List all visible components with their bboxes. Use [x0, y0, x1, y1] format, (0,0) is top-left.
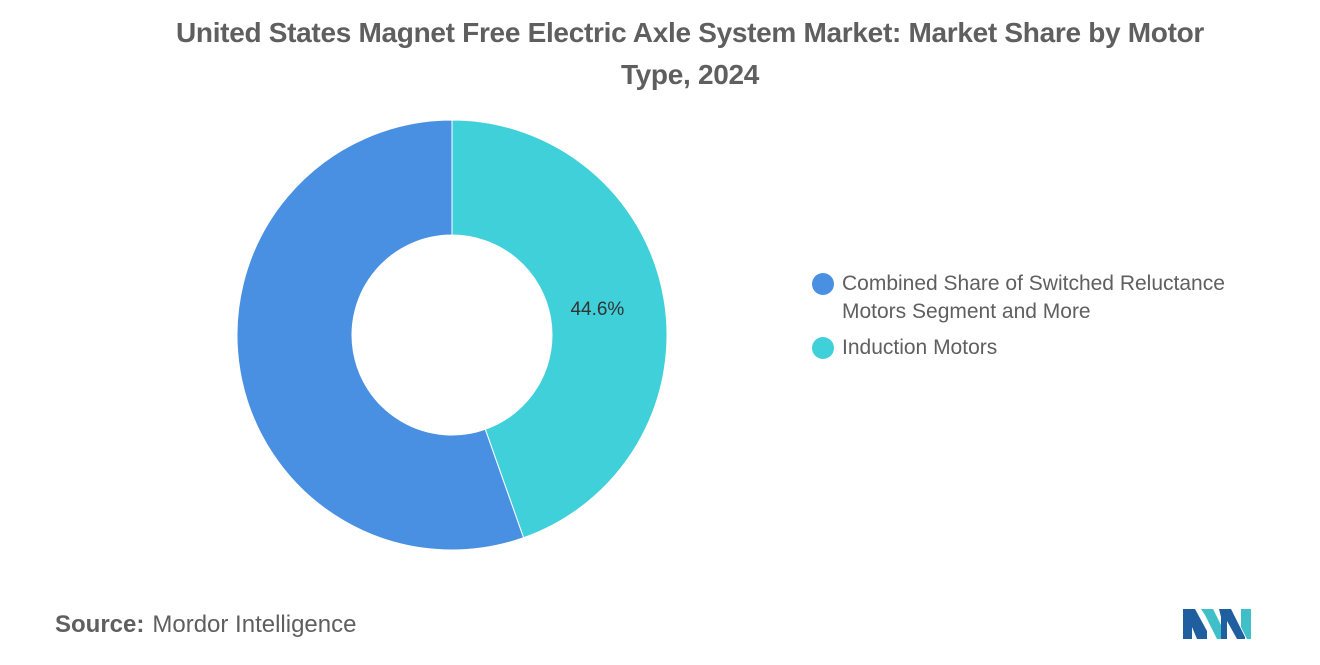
donut-slice-induction-motors: [451, 119, 668, 539]
source-text: Mordor Intelligence: [152, 611, 357, 638]
legend-label-induction-motors: Induction Motors: [842, 336, 998, 359]
legend-item-switched-reluctance: Combined Share of Switched Reluctance Mo…: [812, 270, 1282, 326]
donut-slice-combined-share-of-switched-reluctance-motors-segment-and-more: [236, 119, 525, 551]
legend-item-induction-motors: Induction Motors: [812, 334, 1282, 362]
chart-legend: Combined Share of Switched Reluctance Mo…: [812, 270, 1282, 370]
donut-data-labels: 44.6%: [570, 299, 624, 320]
legend-swatch-induction-motors: [812, 337, 834, 359]
chart-title: United States Magnet Free Electric Axle …: [175, 17, 1205, 90]
source-label: Source:: [55, 611, 145, 638]
donut-data-label: 44.6%: [570, 299, 624, 320]
legend-swatch-switched-reluctance: [812, 273, 834, 295]
source-line: Source: Mordor Intelligence: [55, 611, 356, 639]
mordor-intelligence-logo-icon: [1183, 609, 1251, 639]
donut-slices: [236, 119, 668, 551]
legend-label-switched-reluctance: Combined Share of Switched Reluctance Mo…: [842, 272, 1225, 323]
